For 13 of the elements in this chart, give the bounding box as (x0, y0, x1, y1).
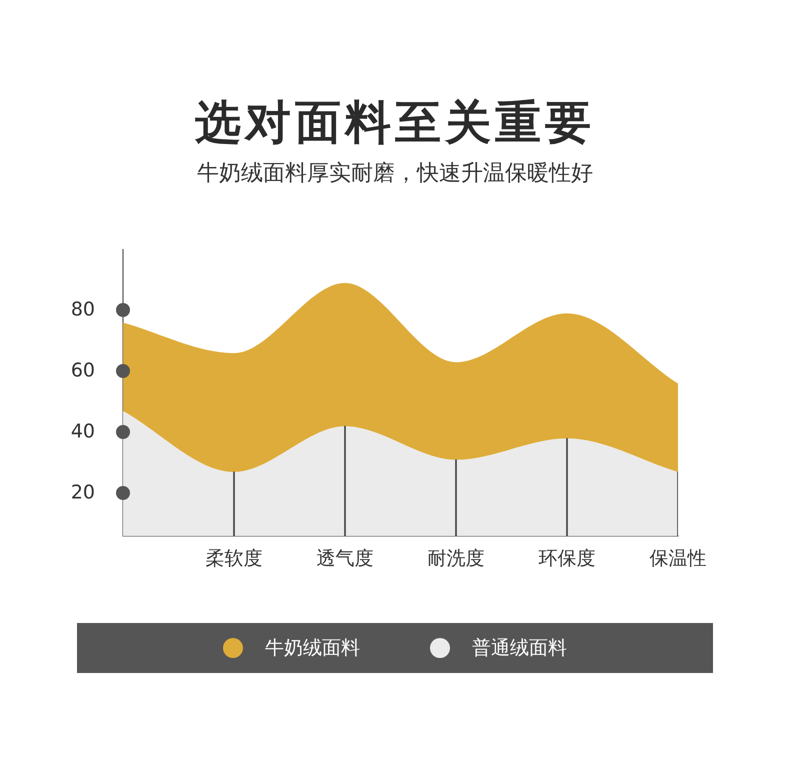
x-tick-label: 保温性 (650, 547, 706, 570)
y-tick-label: 20 (70, 481, 95, 504)
y-tick-label: 40 (70, 420, 95, 442)
chart-title: 选对面料至关重要 (194, 94, 596, 151)
legend-label: 牛奶绒面料 (265, 636, 360, 661)
chart-subtitle: 牛奶绒面料厚实耐磨，快速升温保暖性好 (196, 160, 594, 188)
legend-label: 普通绒面料 (472, 636, 567, 661)
x-tick-label: 柔软度 (206, 547, 262, 570)
x-tick-label: 耐洗度 (428, 547, 484, 570)
y-tick-label: 80 (70, 298, 95, 320)
y-tick-label: 60 (70, 359, 95, 382)
x-tick-label: 环保度 (538, 547, 596, 570)
x-tick-label: 透气度 (316, 547, 374, 570)
